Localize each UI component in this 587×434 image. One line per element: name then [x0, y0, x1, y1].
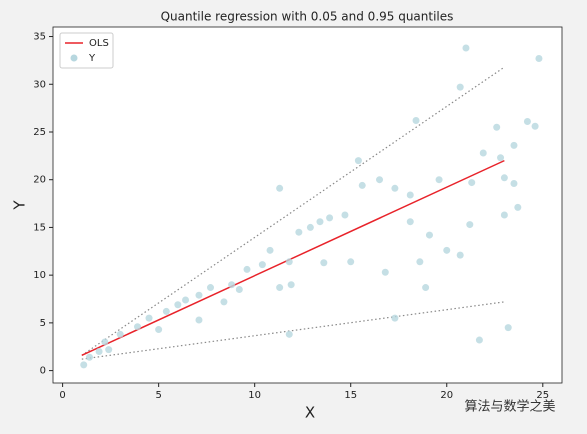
scatter-point	[412, 117, 420, 125]
x-tick-label: 25	[536, 390, 549, 401]
scatter-point	[258, 261, 266, 269]
scatter-point	[285, 330, 293, 338]
scatter-point	[479, 149, 487, 157]
scatter-point	[220, 298, 228, 306]
scatter-point	[285, 258, 293, 266]
scatter-point	[287, 281, 295, 289]
scatter-point	[155, 326, 163, 334]
legend-label: Y	[88, 53, 96, 64]
scatter-point	[468, 179, 476, 187]
scatter-point	[514, 203, 522, 211]
scatter-point	[320, 259, 328, 267]
scatter-point	[435, 176, 443, 184]
scatter-point	[466, 221, 474, 229]
quantile-line	[81, 66, 505, 356]
scatter-point	[422, 284, 430, 292]
x-tick-label: 15	[344, 390, 357, 401]
scatter-point	[475, 336, 483, 344]
scatter-point	[276, 284, 284, 292]
scatter-point	[306, 223, 314, 231]
scatter-point	[316, 218, 324, 226]
scatter-point	[425, 231, 433, 239]
y-tick-label: 15	[33, 222, 46, 233]
x-tick-label: 5	[155, 390, 161, 401]
scatter-point	[376, 176, 384, 184]
scatter-point	[497, 154, 505, 162]
scatter-point	[493, 123, 501, 131]
scatter-point	[162, 307, 170, 315]
scatter-point	[174, 301, 182, 309]
scatter-point	[182, 296, 190, 304]
scatter-point	[391, 314, 399, 322]
scatter-point	[266, 246, 274, 254]
scatter-point	[145, 314, 153, 322]
scatter-point	[462, 44, 470, 52]
scatter-point	[101, 338, 109, 346]
scatter-point	[523, 117, 531, 125]
scatter-point	[195, 316, 203, 324]
x-tick-label: 10	[248, 390, 261, 401]
y-tick-label: 0	[40, 366, 46, 377]
scatter-point	[80, 361, 88, 369]
watermark: 算法与数学之美	[464, 399, 555, 415]
scatter-point	[207, 284, 215, 292]
scatter-point	[347, 258, 355, 266]
scatter-point	[354, 157, 362, 165]
scatter-point	[116, 330, 124, 338]
scatter-point	[531, 122, 539, 130]
ols-line	[81, 159, 505, 357]
legend-label: OLS	[89, 38, 109, 49]
scatter-point	[406, 218, 414, 226]
y-tick-label: 25	[33, 127, 46, 138]
scatter-point	[341, 211, 349, 219]
y-tick-label: 30	[33, 79, 46, 90]
scatter-point	[391, 184, 399, 192]
scatter-point	[406, 191, 414, 199]
scatter-point	[500, 211, 508, 219]
y-tick-label: 10	[33, 270, 46, 281]
scatter-point	[510, 141, 518, 149]
legend-marker	[70, 54, 78, 62]
scatter-point	[195, 291, 203, 299]
y-axis-label: Y	[11, 200, 29, 211]
scatter-point	[134, 323, 142, 331]
scatter-point	[456, 251, 464, 259]
chart-title: Quantile regression with 0.05 and 0.95 q…	[161, 10, 454, 24]
y-tick-label: 5	[40, 318, 46, 329]
scatter-point	[504, 324, 512, 332]
scatter-point	[95, 348, 103, 356]
x-tick-label: 0	[59, 390, 65, 401]
y-tick-label: 35	[33, 32, 46, 43]
scatter-point	[326, 214, 334, 222]
scatter-point	[295, 228, 303, 236]
quantile-line	[81, 301, 505, 360]
scatter-point	[358, 181, 366, 189]
scatter-point	[228, 281, 236, 289]
scatter-point	[510, 180, 518, 188]
scatter-point	[243, 265, 251, 273]
x-axis-label: X	[305, 404, 315, 422]
scatter-point	[235, 285, 243, 293]
scatter-point	[85, 353, 93, 361]
scatter-point	[456, 83, 464, 91]
x-tick-label: 20	[440, 390, 453, 401]
scatter-point	[276, 184, 284, 192]
scatter-point	[416, 258, 424, 266]
scatter-point	[443, 246, 451, 254]
scatter-point	[381, 268, 389, 276]
scatter-point	[535, 54, 543, 62]
scatter-point	[105, 346, 113, 354]
y-tick-label: 20	[33, 175, 46, 186]
scatter-point	[500, 174, 508, 182]
